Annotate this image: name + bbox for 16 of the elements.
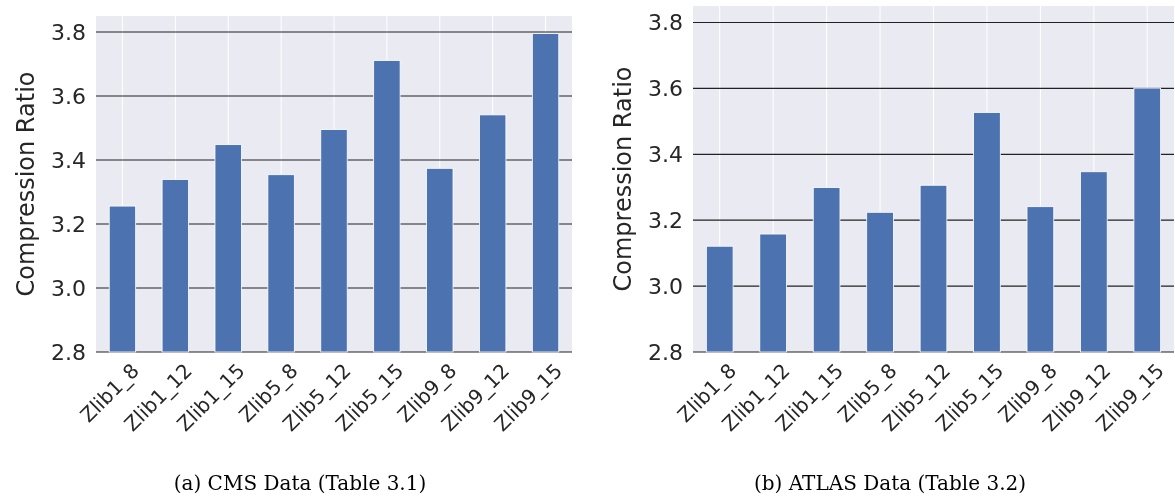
y-tick-label: 3.6 — [648, 76, 683, 102]
y-tick-label: 3.6 — [51, 83, 86, 109]
y-tick-label: 3.4 — [51, 147, 86, 173]
y-tick-label: 3.4 — [648, 141, 683, 167]
y-tick-label: 3.8 — [51, 19, 86, 45]
y-tick-label: 3.8 — [648, 10, 683, 36]
y-tick-label: 2.8 — [648, 339, 683, 365]
y-tick-label: 3.0 — [648, 273, 683, 299]
y-tick-label: 2.8 — [51, 339, 86, 365]
y-tick-label: 3.2 — [648, 207, 683, 233]
y-axis-title: Compression Ratio — [12, 71, 40, 297]
y-axis-title: Compression Ratio — [609, 66, 637, 292]
text: (b) ATLAS Data (Table 3.2) — [753, 471, 1027, 495]
y-tick-label: 3.2 — [51, 211, 86, 237]
y-tick-label: 3.0 — [51, 275, 86, 301]
text: (a) CMS Data (Table 3.1) — [173, 471, 427, 495]
